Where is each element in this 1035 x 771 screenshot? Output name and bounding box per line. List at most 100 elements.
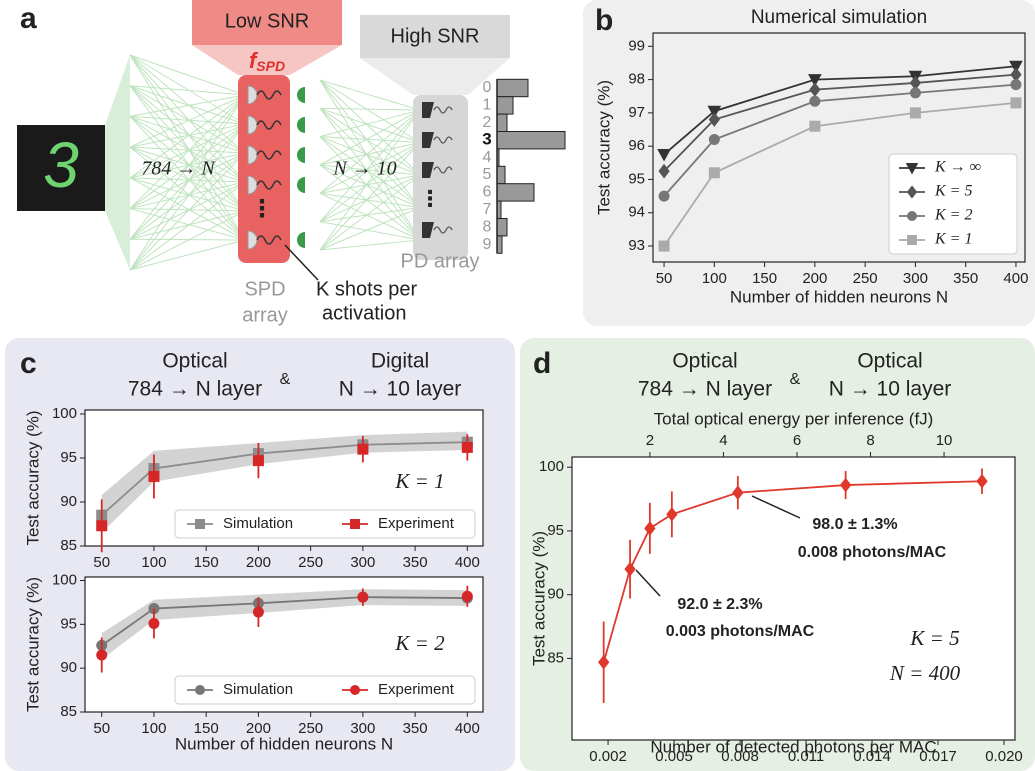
marker: [97, 650, 107, 660]
spd-label: array: [242, 304, 288, 326]
ellipsis: ⋮: [250, 195, 274, 222]
header: &: [790, 371, 801, 388]
x2-axis-label: Total optical energy per inference (fJ): [654, 409, 934, 428]
marker: [709, 168, 719, 178]
x-tick-label: 350: [953, 270, 978, 287]
marker: [462, 591, 472, 601]
header: Optical: [857, 350, 922, 373]
hist-bar: [497, 132, 565, 149]
x2-tick-label: 10: [936, 432, 953, 449]
synapse: [130, 86, 245, 153]
synapse: [130, 86, 245, 95]
marker: [358, 444, 368, 454]
marker: [196, 520, 205, 529]
x-tick-label: 300: [903, 270, 928, 287]
input-digit: 3: [43, 129, 79, 201]
y-axis-label: Test accuracy (%): [529, 531, 548, 666]
marker: [659, 241, 669, 251]
synapse: [320, 240, 420, 250]
panel-label: c: [20, 347, 37, 380]
hist-label: 9: [483, 236, 492, 253]
x-tick-label: 350: [403, 720, 428, 737]
marker: [253, 607, 263, 617]
emitter: [297, 117, 305, 133]
hist-bar: [497, 97, 513, 114]
high-snr: High SNR: [391, 25, 480, 47]
y-tick-label: 95: [60, 615, 77, 632]
marker: [908, 212, 917, 221]
y-tick-label: 95: [60, 449, 77, 466]
annotation: K = 1: [394, 469, 444, 493]
annotation: 98.0 ± 1.3%: [812, 516, 897, 533]
x-axis-label: Number of hidden neurons N: [730, 287, 948, 306]
panel-label: d: [533, 347, 551, 380]
low-snr: Low SNR: [225, 10, 309, 32]
hist-label: 4: [483, 149, 492, 166]
synapse: [130, 116, 245, 124]
y-tick-label: 100: [539, 458, 564, 475]
layer-label: N → 10: [332, 158, 396, 180]
legend-label: K = 5: [934, 183, 972, 200]
chart: 50100150200250300350400859095100Number o…: [23, 571, 483, 753]
y-tick-label: 93: [628, 237, 645, 254]
annotation: 0.003 photons/MAC: [666, 623, 815, 640]
hist-label: 3: [482, 130, 491, 149]
hist-bar: [497, 219, 507, 236]
header: N → 10 layer: [339, 378, 462, 401]
emitter: [297, 232, 305, 248]
x-tick-label: 100: [141, 720, 166, 737]
chart: 50100150200250300350400859095100Test acc…: [23, 405, 483, 571]
marker: [810, 96, 820, 106]
legend-label: Experiment: [378, 515, 455, 532]
marker: [659, 191, 669, 201]
emitter: [297, 87, 305, 103]
y-tick-label: 100: [52, 571, 77, 588]
marker: [709, 135, 719, 145]
synapse: [130, 211, 245, 270]
hist-label: 0: [483, 79, 492, 96]
annotation: K = 5: [909, 626, 959, 650]
y-axis-label: Test accuracy (%): [23, 410, 42, 545]
hist-bar: [497, 79, 528, 96]
legend-label: Simulation: [223, 515, 293, 532]
legend-label: K → ∞: [934, 159, 981, 176]
y-tick-label: 99: [628, 37, 645, 54]
x-tick-label: 100: [702, 270, 727, 287]
y-axis-label: Test accuracy (%): [23, 577, 42, 712]
ellipsis: ⋮: [419, 186, 441, 211]
f-sub: SPD: [256, 58, 285, 74]
x-axis-label: Number of hidden neurons N: [175, 734, 393, 753]
y-tick-label: 94: [628, 204, 645, 221]
y-tick-label: 85: [60, 703, 77, 720]
x-tick-label: 100: [141, 554, 166, 571]
hist-label: 8: [483, 218, 492, 235]
histogram: 0123456789: [482, 79, 565, 253]
figure: a b c d Low SNR High SNR 3 ⋮⋮ 784 → N N …: [0, 0, 1035, 771]
x-tick-label: 200: [802, 270, 827, 287]
marker: [149, 471, 159, 481]
y-tick-label: 98: [628, 71, 645, 88]
spd-array: [238, 75, 290, 263]
emitter: [297, 177, 305, 193]
diagram: Low SNR High SNR 3 ⋮⋮ 784 → N N → 10 fSP…: [17, 0, 565, 326]
marker: [97, 521, 107, 531]
legend-label: K = 1: [934, 231, 972, 248]
hist-bar: [497, 184, 534, 201]
x-tick-label: 400: [1003, 270, 1028, 287]
spd-label: SPD: [244, 278, 285, 300]
hist-label: 6: [483, 184, 492, 201]
marker: [910, 88, 920, 98]
annotation: 0.008 photons/MAC: [798, 544, 947, 561]
legend-label: K = 2: [934, 207, 972, 224]
hist-label: 5: [483, 166, 492, 183]
annotation: 92.0 ± 2.3%: [677, 596, 762, 613]
header: 784 → N layer: [638, 378, 772, 401]
x-tick-label: 250: [298, 554, 323, 571]
x-tick-label: 300: [350, 554, 375, 571]
y-tick-label: 90: [547, 586, 564, 603]
annotation: K = 2: [394, 631, 445, 655]
x-tick-label: 250: [853, 270, 878, 287]
header: N → 10 layer: [829, 378, 952, 401]
